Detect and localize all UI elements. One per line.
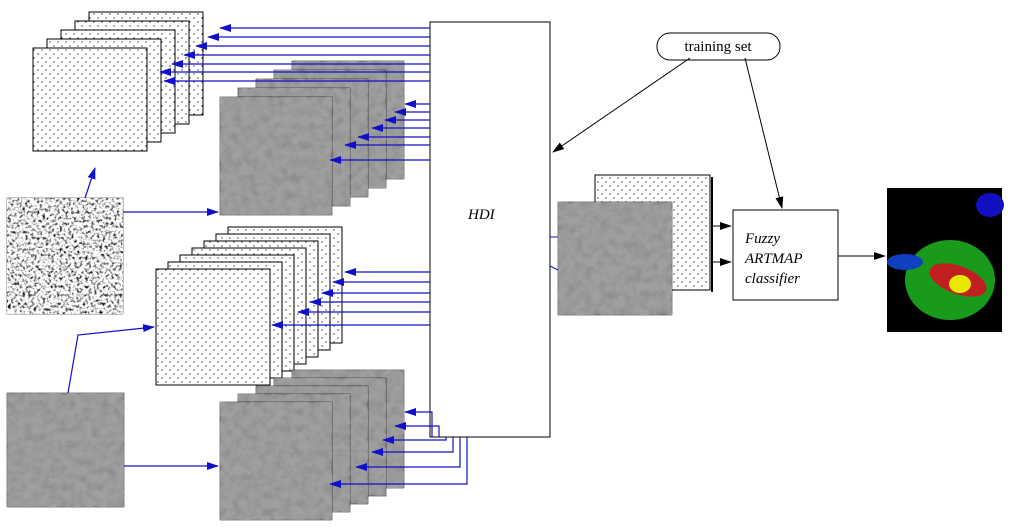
hdi-box bbox=[430, 22, 550, 437]
hdi-label: HDI bbox=[467, 207, 496, 223]
blue-arrow bbox=[85, 168, 95, 198]
blue-arrow bbox=[68, 327, 154, 393]
image-texture bbox=[220, 402, 332, 520]
image-texture bbox=[7, 198, 123, 314]
dotted-frame bbox=[33, 48, 147, 151]
classifier-line: classifier bbox=[745, 271, 800, 287]
training-set-label: training set bbox=[684, 39, 752, 55]
classifier-line: Fuzzy bbox=[744, 231, 780, 247]
classifier-line: ARTMAP bbox=[744, 251, 803, 267]
diagram: HDI training set Fuzzy ARTMAP classifier bbox=[0, 0, 1016, 527]
blue-link bbox=[550, 266, 558, 270]
image-texture bbox=[220, 97, 332, 215]
layers bbox=[7, 12, 712, 520]
blue-arrow bbox=[405, 412, 432, 437]
image-texture bbox=[7, 393, 124, 507]
image-texture bbox=[558, 202, 672, 315]
dotted-frame bbox=[156, 269, 270, 385]
result-image bbox=[887, 188, 1004, 332]
